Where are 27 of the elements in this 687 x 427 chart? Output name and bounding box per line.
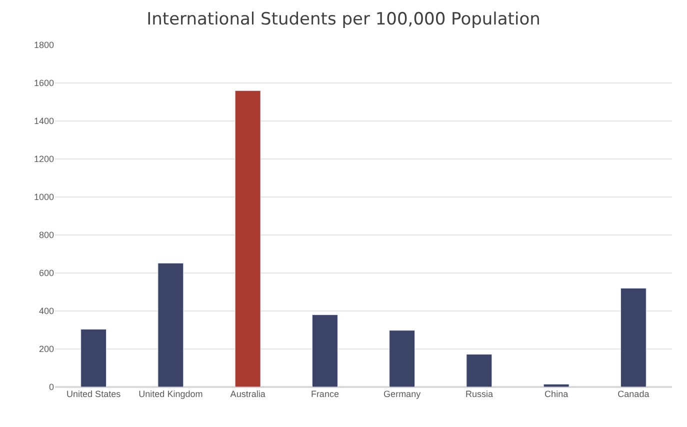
bar: [312, 314, 338, 387]
y-tick-label: 200: [38, 344, 54, 354]
x-tick-label: Germany: [384, 389, 422, 399]
bar: [234, 90, 261, 387]
chart-title: International Students per 100,000 Population: [146, 10, 540, 30]
x-tick-label: United Kingdom: [138, 389, 203, 399]
x-tick-label: Canada: [618, 389, 650, 399]
y-tick-label: 600: [38, 268, 54, 278]
bar: [466, 354, 492, 387]
x-tick-label: France: [310, 389, 339, 399]
y-tick-label: 1600: [34, 78, 54, 88]
y-tick-label: 400: [38, 306, 54, 316]
x-tick-label: Russia: [465, 389, 493, 399]
y-tick-label: 1000: [34, 192, 54, 202]
y-tick-label: 0: [48, 382, 54, 392]
x-tick-label: United States: [66, 389, 122, 399]
bar: [158, 262, 184, 387]
y-tick-label: 800: [38, 230, 54, 240]
bar: [543, 384, 570, 387]
y-tick-label: 1400: [34, 116, 54, 126]
y-tick-label: 1200: [34, 154, 54, 164]
bar: [389, 330, 416, 387]
bar: [620, 288, 646, 387]
x-tick-label: Australia: [230, 389, 266, 399]
x-tick-label: China: [544, 389, 568, 399]
y-tick-label: 1800: [34, 40, 54, 50]
bar: [80, 328, 107, 387]
